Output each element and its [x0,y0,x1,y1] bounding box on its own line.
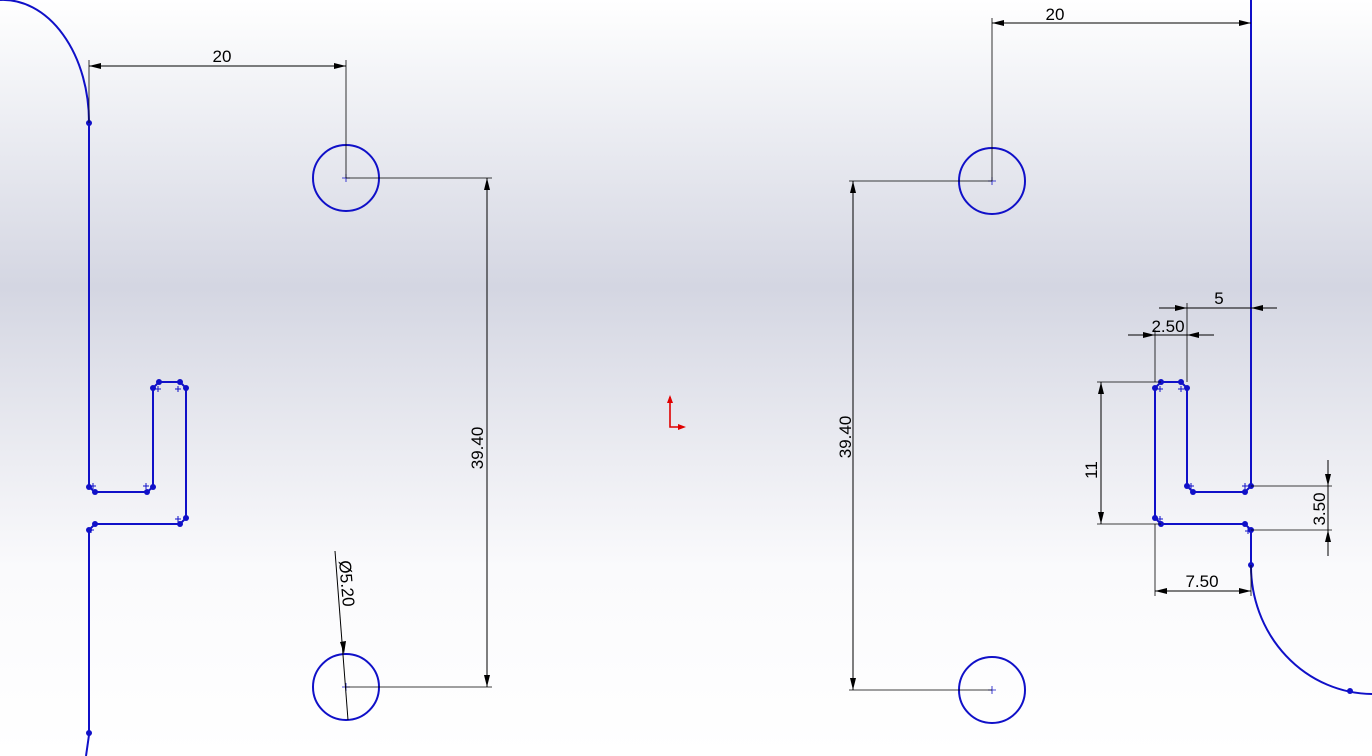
right-horizontal-dimension-text[interactable]: 20 [1046,5,1065,24]
right-part-outline[interactable] [1154,0,1372,695]
slot-inner-width-dimension[interactable]: 2.50 [1128,317,1214,382]
left-outline-path[interactable] [88,123,187,735]
slot-height-text[interactable]: 11 [1082,461,1101,479]
left-outer-arc[interactable] [0,0,91,124]
slot-outer-width-dimension[interactable]: 7.50 [1154,524,1252,596]
slot-height-dimension[interactable]: 11 [1082,381,1161,525]
right-outer-arc[interactable] [1249,564,1372,695]
slot-gap-dimension[interactable]: 3.50 [1251,460,1332,556]
left-outline-tail[interactable] [85,734,90,756]
right-edge-offset-text[interactable]: 5 [1214,289,1223,308]
left-horizontal-dimension[interactable]: 20 [88,47,347,178]
hole-diameter-text[interactable]: Ø5.20 [335,560,358,608]
right-sketch-points [1152,379,1353,694]
left-vertical-dimension-text[interactable]: 39.40 [468,427,487,470]
hole-diameter-dimension[interactable]: Ø5.20 [334,550,358,721]
left-horizontal-dimension-text[interactable]: 20 [213,47,232,66]
left-part-outline[interactable] [0,0,187,756]
left-sketch-points [86,120,189,736]
slot-gap-text[interactable]: 3.50 [1310,492,1329,525]
right-vertical-dimension[interactable]: 39.40 [836,180,992,691]
right-horizontal-dimension[interactable]: 20 [991,5,1251,181]
right-vertical-dimension-text[interactable]: 39.40 [836,416,855,459]
right-outline-path[interactable] [1154,0,1252,565]
slot-inner-width-text[interactable]: 2.50 [1151,317,1184,336]
origin-icon [667,395,686,430]
slot-outer-width-text[interactable]: 7.50 [1185,572,1218,591]
right-edge-offset-dimension[interactable]: 5 [1159,289,1277,382]
left-vertical-dimension[interactable]: 39.40 [346,177,492,688]
